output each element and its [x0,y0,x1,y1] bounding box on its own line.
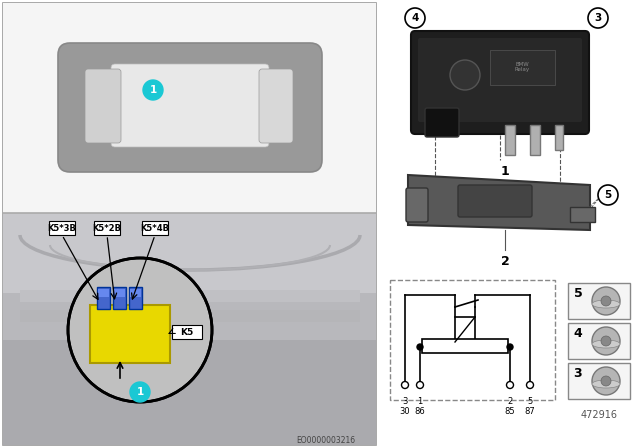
Circle shape [601,296,611,306]
FancyBboxPatch shape [425,108,459,137]
FancyBboxPatch shape [58,43,322,172]
Circle shape [405,8,425,28]
Text: 3: 3 [403,397,408,406]
Bar [490,50,555,85]
Text: 1: 1 [149,85,157,95]
Text: 1: 1 [136,387,143,397]
FancyBboxPatch shape [85,69,121,143]
Text: K5*4B: K5*4B [141,224,170,233]
Bar [390,280,555,400]
Text: 1: 1 [500,165,509,178]
Bar [570,207,595,222]
Text: EO0000003216: EO0000003216 [296,435,355,444]
Text: 85: 85 [505,407,515,416]
FancyBboxPatch shape [259,69,293,143]
Circle shape [592,287,620,315]
Text: 1: 1 [417,397,422,406]
Bar [113,287,126,309]
Bar [3,213,376,445]
Ellipse shape [592,340,620,348]
Text: 2: 2 [500,255,509,268]
Bar [3,3,376,445]
Bar [3,3,376,213]
Text: 5: 5 [527,397,532,406]
Bar [93,221,120,235]
Text: 2: 2 [508,397,513,406]
Text: 87: 87 [525,407,536,416]
Circle shape [130,382,150,402]
Text: 5: 5 [604,190,612,200]
Bar [98,289,109,297]
FancyBboxPatch shape [411,31,589,134]
Circle shape [143,80,163,100]
Bar [530,125,540,155]
Bar [3,340,376,445]
FancyBboxPatch shape [406,188,428,222]
Bar [20,310,360,322]
Text: 4: 4 [573,327,582,340]
Circle shape [417,382,424,388]
Circle shape [601,336,611,346]
Bar [114,289,125,297]
Bar [422,339,508,353]
Circle shape [450,60,480,90]
Bar [455,317,475,342]
Text: K5*3B: K5*3B [47,224,76,233]
Ellipse shape [592,380,620,388]
Ellipse shape [592,300,620,308]
Bar [49,221,76,235]
Bar [555,125,563,150]
Circle shape [417,344,423,350]
Circle shape [527,382,534,388]
Circle shape [506,382,513,388]
Circle shape [601,376,611,386]
Text: BMW
Relay: BMW Relay [515,62,529,73]
Text: K5*2B: K5*2B [93,224,122,233]
FancyBboxPatch shape [418,38,582,122]
Bar [130,289,141,297]
Bar [90,305,170,363]
Bar [141,221,168,235]
Bar [568,283,630,319]
Text: K5: K5 [180,327,194,336]
Text: 4: 4 [412,13,419,23]
Bar [505,125,515,155]
Bar [20,290,360,302]
FancyBboxPatch shape [458,185,532,217]
Circle shape [588,8,608,28]
Circle shape [401,382,408,388]
Circle shape [68,258,212,402]
Text: 3: 3 [595,13,602,23]
Text: 3: 3 [573,366,582,379]
Circle shape [598,185,618,205]
Text: 472916: 472916 [580,410,618,420]
Circle shape [507,344,513,350]
FancyBboxPatch shape [3,213,376,293]
Bar [97,287,110,309]
Bar [172,325,202,339]
FancyBboxPatch shape [111,64,269,147]
Circle shape [592,367,620,395]
Polygon shape [408,175,590,230]
Bar [568,323,630,359]
Text: 86: 86 [415,407,426,416]
Circle shape [592,327,620,355]
Text: 30: 30 [400,407,410,416]
Bar [568,363,630,399]
Text: 5: 5 [573,287,582,300]
Bar [129,287,142,309]
